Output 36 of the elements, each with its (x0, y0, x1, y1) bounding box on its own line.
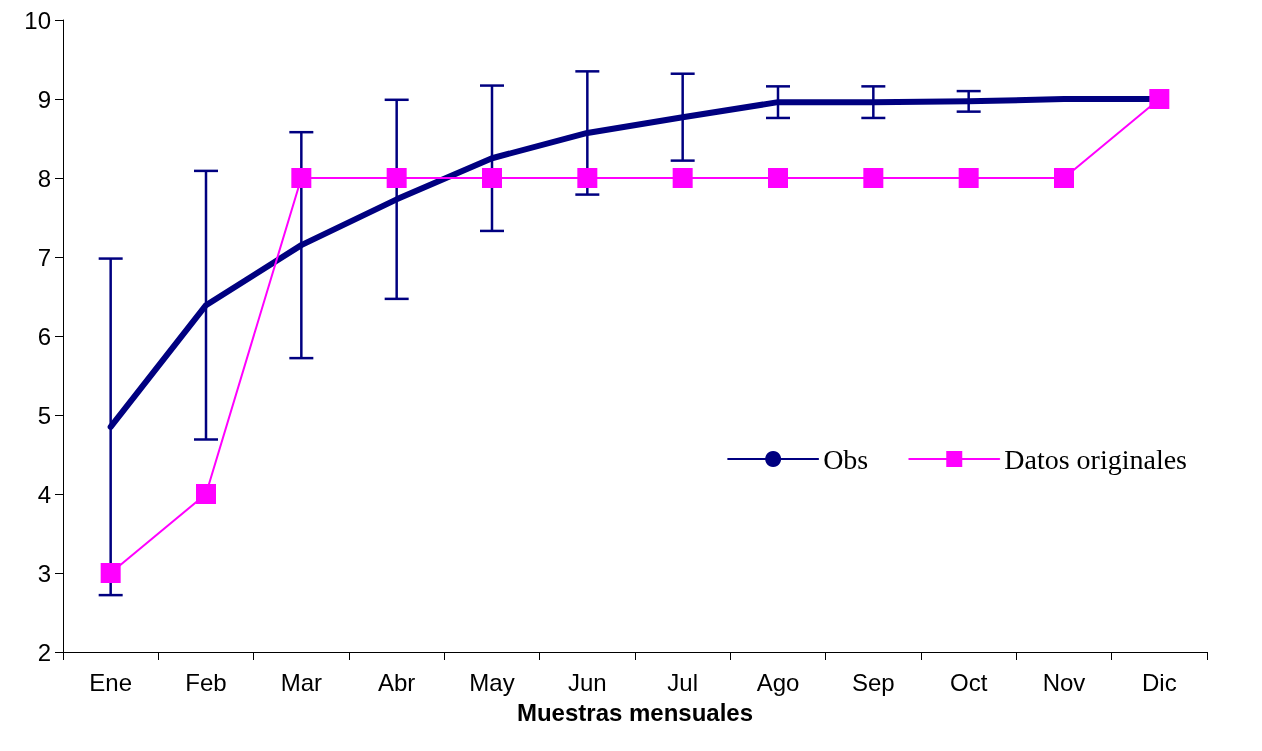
point (1149, 89, 1170, 109)
x-tick-label: Mar (280, 668, 323, 696)
point (196, 484, 216, 504)
x-tick-label: Feb (185, 668, 227, 696)
legend-label: Datos originales (1004, 443, 1188, 475)
point (958, 168, 979, 188)
x-tick-label: Sep (851, 668, 895, 696)
legend-label: Obs (823, 443, 869, 475)
y-tick-label: 10 (24, 6, 51, 34)
x-tick-label: Jul (667, 668, 699, 696)
x-tick-label: Oct (949, 668, 988, 696)
point (291, 168, 312, 188)
point (482, 168, 502, 188)
point (100, 563, 121, 583)
x-tick-label: Ene (89, 668, 133, 696)
point (1054, 168, 1074, 188)
x-tick-label: Jun (567, 668, 607, 696)
x-tick-label: Abr (377, 668, 416, 696)
y-tick-label: 9 (37, 85, 51, 113)
y-tick-label: 8 (37, 164, 51, 192)
x-axis-title: Muestras mensuales (516, 698, 754, 726)
x-tick-label: Ago (756, 668, 800, 696)
y-tick-label: 3 (37, 559, 51, 587)
y-tick-label: 4 (37, 480, 51, 508)
x-tick-label: Nov (1042, 668, 1086, 696)
y-tick-label: 2 (37, 638, 51, 666)
y-tick-label: 7 (37, 243, 51, 271)
point (672, 168, 693, 188)
point (386, 168, 407, 188)
point (768, 168, 788, 188)
y-tick-label: 5 (37, 401, 51, 429)
point (577, 168, 598, 188)
x-tick-label: May (469, 668, 515, 696)
y-tick-label: 6 (37, 322, 51, 350)
point (863, 168, 884, 188)
x-tick-label: Dic (1142, 668, 1177, 696)
